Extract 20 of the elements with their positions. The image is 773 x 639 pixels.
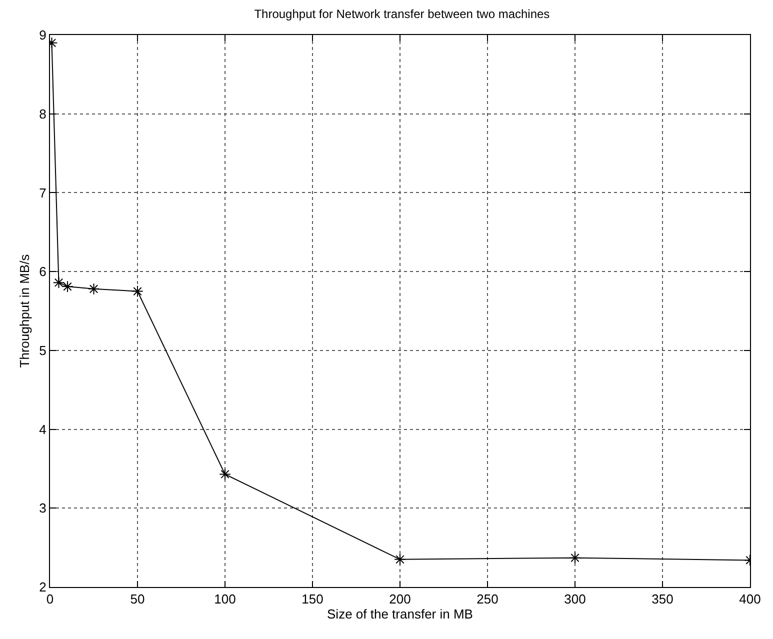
x-axis-title: Size of the transfer in MB bbox=[327, 606, 473, 622]
y-tick-label: 4 bbox=[39, 422, 46, 437]
y-tick-label: 3 bbox=[39, 500, 46, 516]
y-axis-title: Throughput in MB/s bbox=[17, 254, 32, 368]
y-tick-label: 8 bbox=[39, 106, 46, 122]
y-tick-label: 6 bbox=[39, 264, 46, 280]
y-tick-label: 7 bbox=[39, 185, 46, 200]
y-tick-label: 2 bbox=[39, 580, 46, 595]
x-tick-label: 400 bbox=[739, 592, 761, 607]
y-tick-label: 9 bbox=[39, 28, 46, 43]
x-tick-label: 0 bbox=[46, 592, 54, 607]
x-tick-label: 350 bbox=[652, 592, 674, 607]
x-tick-label: 100 bbox=[214, 592, 236, 607]
x-tick-label: 250 bbox=[476, 592, 498, 607]
chart-title: Throughput for Network transfer between two machines bbox=[254, 6, 550, 21]
y-tick-label: 5 bbox=[39, 342, 46, 358]
x-tick-label: 300 bbox=[564, 592, 586, 607]
x-tick-label: 200 bbox=[389, 592, 411, 607]
x-tick-label: 150 bbox=[302, 592, 324, 607]
x-tick-label: 50 bbox=[130, 592, 145, 607]
